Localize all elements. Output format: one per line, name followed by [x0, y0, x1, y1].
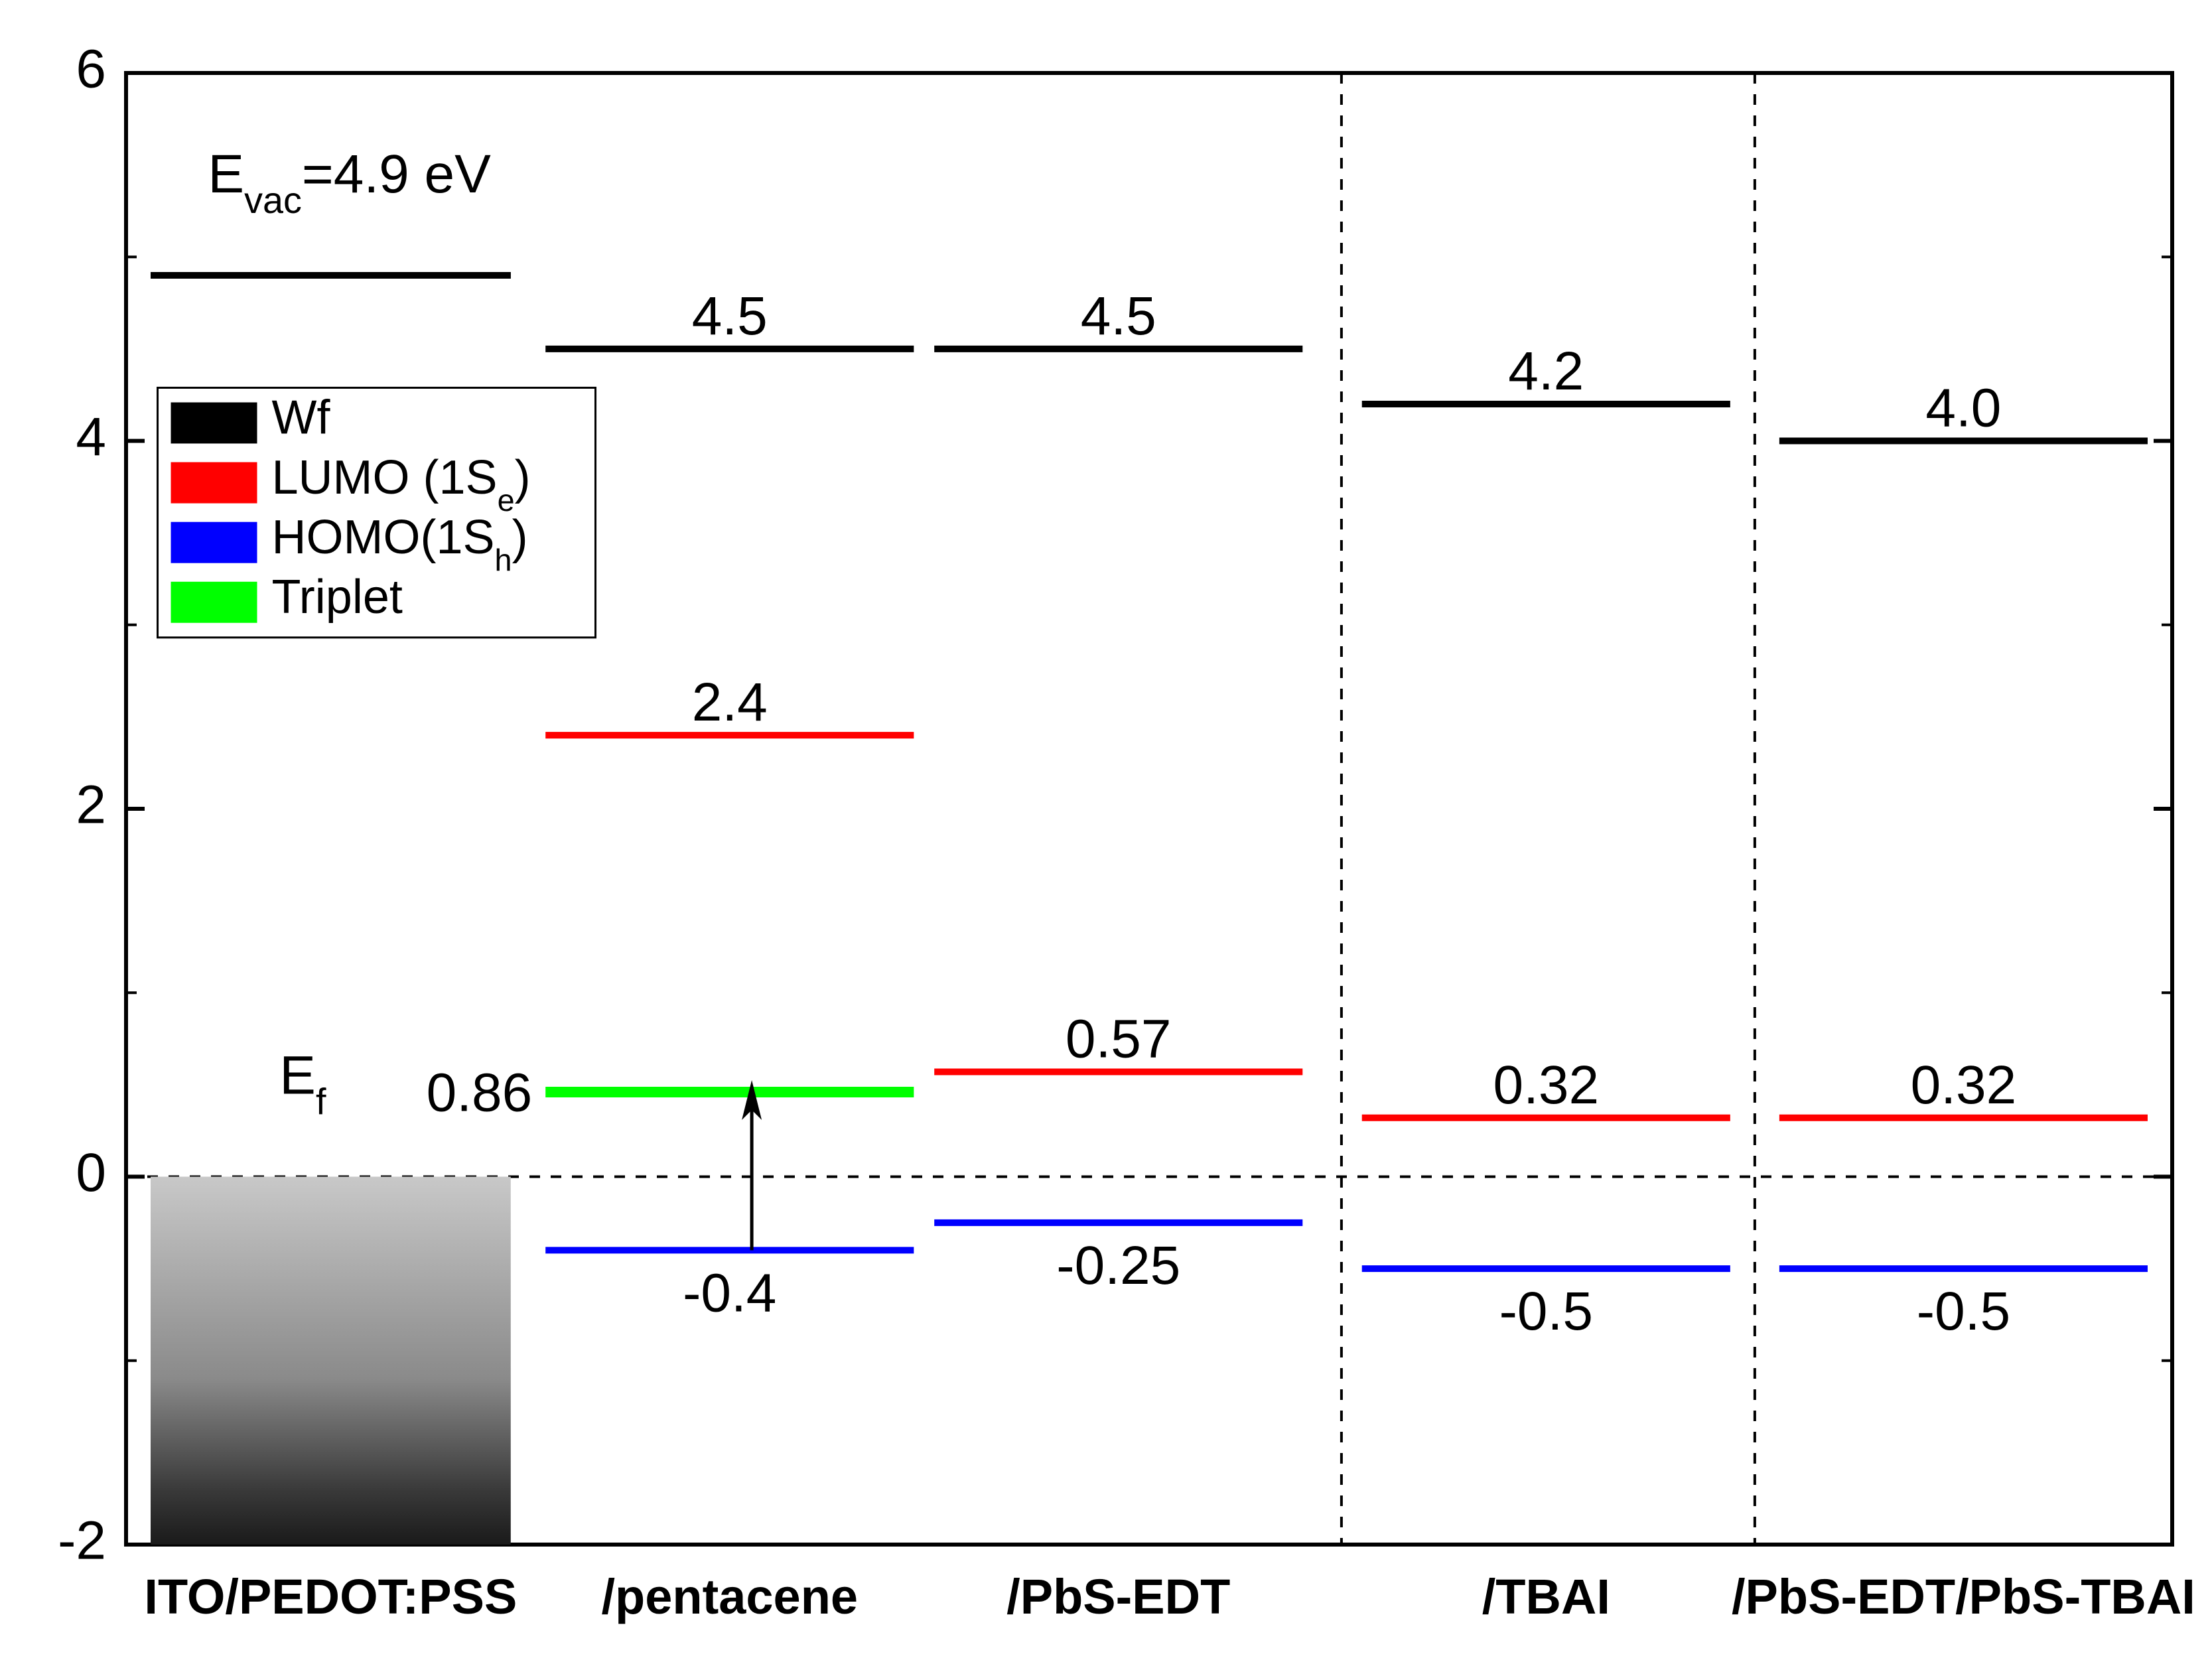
annotation: Ef [279, 1046, 326, 1123]
ytick-label: 0 [76, 1143, 106, 1203]
annotation: Evac=4.9 eV [208, 144, 491, 221]
level-label-pbs_edt_tbai-homo: -0.5 [1917, 1281, 2010, 1342]
level-label-pentacene-triplet: 0.86 [427, 1063, 533, 1123]
legend-swatch [171, 582, 257, 623]
level-label-pentacene-wf: 4.5 [692, 286, 768, 346]
level-label-pbs_edt_tbai-lumo: 0.32 [1911, 1055, 2017, 1115]
xlabel-pentacene: /pentacene [601, 1569, 858, 1624]
legend-swatch [171, 522, 257, 563]
level-label-pbs_edt-homo: -0.25 [1056, 1235, 1180, 1296]
legend-label: Wf [272, 391, 331, 445]
legend-swatch [171, 462, 257, 504]
ytick-label: -2 [58, 1511, 106, 1571]
xlabel-pbs_edt_tbai: /PbS-EDT/PbS-TBAI [1732, 1569, 2195, 1624]
level-label-pentacene-lumo: 2.4 [692, 672, 768, 732]
xlabel-ito: ITO/PEDOT:PSS [144, 1569, 517, 1624]
ito-gradient-bar [151, 1177, 511, 1545]
xlabel-tbai: /TBAI [1482, 1569, 1610, 1624]
level-label-tbai-homo: -0.5 [1499, 1281, 1593, 1342]
level-label-tbai-wf: 4.2 [1508, 341, 1584, 401]
ytick-label: 6 [76, 39, 106, 100]
xlabel-pbs_edt: /PbS-EDT [1006, 1569, 1230, 1624]
ytick-label: 2 [76, 775, 106, 835]
level-label-tbai-lumo: 0.32 [1493, 1055, 1599, 1115]
level-label-pbs_edt_tbai-wf: 4.0 [1925, 378, 2001, 439]
level-label-pbs_edt-wf: 4.5 [1081, 286, 1156, 346]
level-label-pentacene-homo: -0.4 [683, 1263, 776, 1323]
energy-level-chart: -2 0 2 4 6 Evac=4.9 eV Ef ITO/PEDOT:PSS 4.5 2.4 0.… [0, 13, 2212, 1651]
level-label-pbs_edt-lumo: 0.57 [1066, 1008, 1172, 1069]
ytick-label: 4 [76, 407, 106, 467]
legend-swatch [171, 402, 257, 443]
legend-label: Triplet [272, 571, 403, 624]
